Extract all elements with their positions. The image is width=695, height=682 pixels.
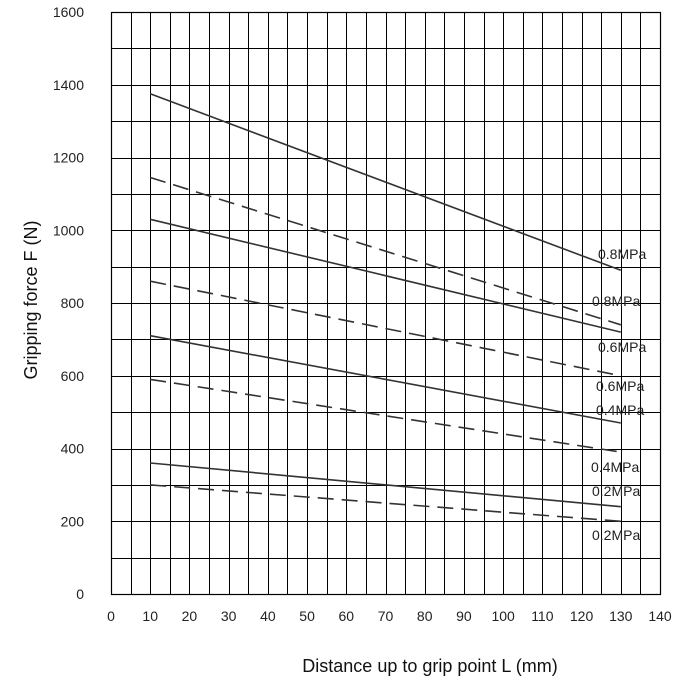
x-tick-label: 10: [142, 608, 158, 624]
series-labels: 0.8MPa 0.8MPa 0.6MPa 0.6MPa 0.4MPa 0.4MPa 0.2M…: [591, 246, 646, 543]
series-label: 0.8MPa: [592, 293, 640, 309]
x-tick-label: 50: [299, 608, 315, 624]
series-line-solid: [150, 462, 621, 508]
x-tick-label: 130: [609, 608, 633, 624]
y-tick-label: 1600: [53, 4, 84, 20]
x-tick-label: 70: [378, 608, 394, 624]
y-tick-label: 1000: [53, 222, 84, 238]
x-tick-label: 40: [260, 608, 276, 624]
x-tick-labels: 0 10 20 30 40 50 60 70 80 90 100 110 120 130 140: [107, 608, 672, 624]
series-line-solid: [150, 218, 621, 333]
y-tick-label: 600: [61, 368, 85, 384]
y-tick-label: 0: [76, 586, 84, 602]
x-tick-label: 100: [491, 608, 515, 624]
y-tick-label: 1400: [53, 77, 84, 93]
y-tick-label: 800: [61, 295, 85, 311]
series-label: 0.4MPa: [591, 459, 639, 475]
y-tick-labels: 0 200 400 600 800 1000 1200 1400 1600: [53, 4, 84, 602]
y-axis-label: Gripping force F (N): [21, 220, 41, 379]
y-tick-label: 400: [61, 441, 85, 457]
x-tick-label: 140: [648, 608, 672, 624]
series-label: 0.2MPa: [592, 527, 640, 543]
x-tick-label: 120: [570, 608, 594, 624]
series-line-dashed: [149, 176, 622, 326]
series-lines: [149, 93, 622, 523]
series-line-solid: [150, 334, 621, 424]
y-tick-label: 1200: [53, 150, 84, 166]
x-tick-label: 60: [338, 608, 354, 624]
plot-grid: [110, 11, 662, 596]
x-tick-label: 80: [417, 608, 433, 624]
series-line-solid: [149, 93, 622, 272]
series-label: 0.8MPa: [598, 246, 646, 262]
series-label: 0.6MPa: [596, 378, 644, 394]
x-axis-label: Distance up to grip point L (mm): [302, 656, 557, 676]
x-tick-label: 90: [456, 608, 472, 624]
series-line-dashed: [150, 280, 621, 377]
x-tick-label: 20: [182, 608, 198, 624]
x-tick-label: 110: [531, 608, 554, 624]
series-label: 0.2MPa: [592, 483, 640, 499]
series-line-dashed: [150, 378, 621, 453]
y-tick-label: 200: [61, 513, 85, 529]
series-label: 0.4MPa: [596, 402, 644, 418]
x-tick-label: 30: [221, 608, 237, 624]
series-label: 0.6MPa: [598, 339, 646, 355]
plot-frame: [110, 11, 662, 596]
x-tick-label: 0: [107, 608, 115, 624]
series-line-dashed: [150, 484, 621, 523]
